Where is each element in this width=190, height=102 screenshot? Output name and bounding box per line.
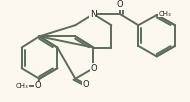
Text: N: N — [90, 10, 97, 19]
Text: O: O — [82, 80, 89, 89]
Text: O: O — [34, 81, 41, 90]
Text: O: O — [90, 64, 97, 73]
Text: CH₃: CH₃ — [159, 11, 172, 17]
Text: O: O — [117, 0, 123, 9]
Text: CH₃: CH₃ — [16, 83, 29, 89]
